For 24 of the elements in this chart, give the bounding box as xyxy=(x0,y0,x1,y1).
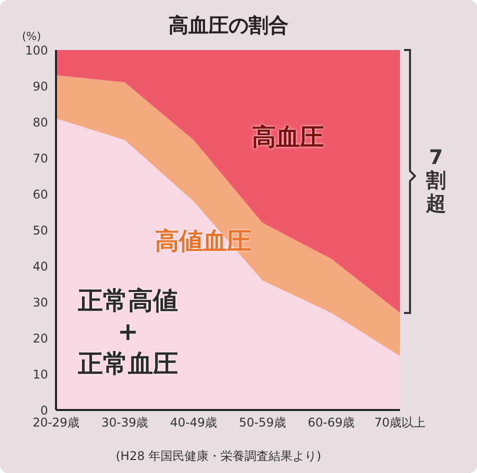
x-tick-label: 30-39歳 xyxy=(101,416,148,430)
x-tick-label: 60-69歳 xyxy=(308,416,355,430)
y-tick-label: 20 xyxy=(32,331,48,346)
y-axis-title: (%) xyxy=(22,30,42,43)
series-label: 高血圧 xyxy=(252,122,324,152)
x-tick-label: 70歳以上 xyxy=(374,416,426,430)
text: 7割超 xyxy=(424,145,447,215)
y-tick-label: 30 xyxy=(32,295,48,310)
y-tick-label: 40 xyxy=(32,259,48,274)
chart-title: 高血圧の割合 xyxy=(168,13,288,37)
y-tick-label: 100 xyxy=(25,43,48,58)
y-tick-label: 70 xyxy=(32,151,48,166)
x-tick-label: 40-49歳 xyxy=(170,416,218,430)
y-tick-label: 60 xyxy=(32,187,48,202)
text: (H28 年国民健康・栄養調査結果より) xyxy=(114,448,322,465)
x-tick-label: 20-29歳 xyxy=(32,416,80,430)
y-tick-label: 0 xyxy=(40,403,48,418)
y-tick-label: 90 xyxy=(32,79,48,94)
y-tick-label: 50 xyxy=(32,223,48,238)
y-tick-label: 10 xyxy=(32,367,48,382)
series-label: 高値血圧 xyxy=(155,226,251,256)
series-label: 正常高値 + 正常血圧 xyxy=(78,285,178,379)
x-tick-label: 50-59歳 xyxy=(238,416,286,430)
y-tick-label: 80 xyxy=(32,115,48,130)
